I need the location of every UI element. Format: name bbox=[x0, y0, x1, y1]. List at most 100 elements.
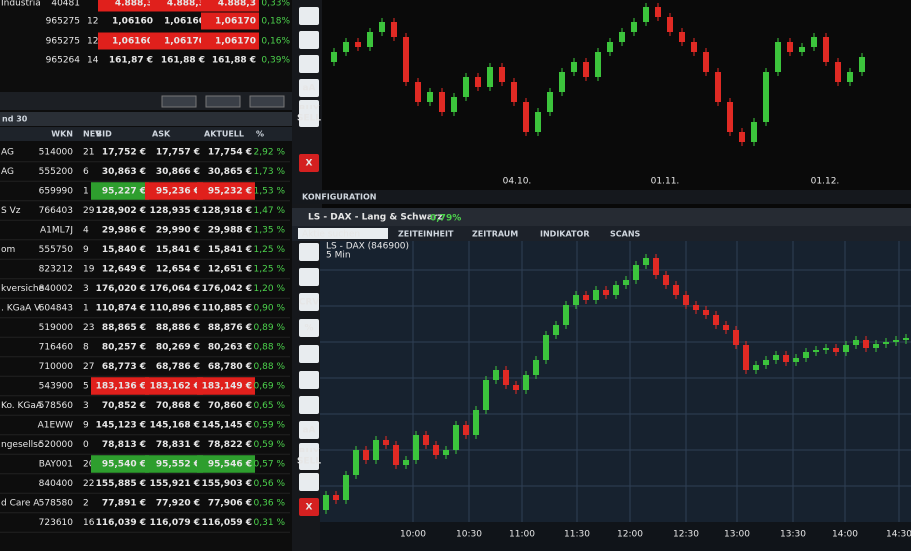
row-wkn: 840400 bbox=[39, 479, 74, 489]
column-header: BID bbox=[96, 130, 112, 139]
row-name: kversiche bbox=[1, 284, 45, 294]
tool-button[interactable] bbox=[299, 452, 319, 470]
row-count: 1 bbox=[83, 187, 89, 197]
tool-button[interactable] bbox=[299, 319, 319, 337]
search-box[interactable] bbox=[298, 228, 388, 239]
tool-button[interactable] bbox=[299, 421, 319, 439]
candle bbox=[463, 425, 469, 435]
price-cell: 70,868 € bbox=[156, 401, 200, 411]
candle bbox=[619, 32, 625, 42]
candle bbox=[487, 67, 493, 87]
price-cell: 176,042 € bbox=[202, 284, 252, 294]
candle bbox=[571, 62, 577, 72]
price-cell: 29,986 € bbox=[102, 226, 146, 236]
row-wkn: BAY001 bbox=[39, 460, 73, 470]
tool-button[interactable] bbox=[299, 243, 319, 261]
price-cell: 183,162 € bbox=[150, 382, 200, 392]
row-pct: 1,25 % bbox=[254, 265, 286, 275]
row-name: AG bbox=[1, 167, 14, 177]
row-wkn: 40481 bbox=[51, 0, 80, 9]
candle bbox=[483, 380, 489, 410]
price-cell: 128,918 € bbox=[202, 206, 252, 216]
menu-item[interactable]: INDIKATOR bbox=[540, 230, 589, 239]
close-button[interactable] bbox=[299, 154, 319, 172]
tool-button[interactable] bbox=[299, 109, 319, 127]
row-wkn: 965275 bbox=[46, 17, 80, 27]
candle bbox=[331, 52, 337, 62]
candle bbox=[533, 360, 539, 375]
price-cell: 116,059 € bbox=[202, 518, 252, 528]
candle bbox=[423, 435, 429, 445]
toolbar-button[interactable] bbox=[249, 95, 285, 108]
menu-item[interactable]: SCANS bbox=[610, 230, 641, 239]
candle bbox=[683, 295, 689, 305]
candle bbox=[773, 355, 779, 360]
price-cell: 80,263 € bbox=[208, 343, 252, 353]
cell-highlight bbox=[91, 455, 149, 473]
price-cell: 12,651 € bbox=[208, 265, 252, 275]
row-name: Ko. KGaA bbox=[1, 401, 43, 411]
tool-button[interactable] bbox=[299, 31, 319, 49]
cell-highlight bbox=[150, 32, 208, 50]
table-header bbox=[0, 127, 292, 141]
tab-label: nd 30 bbox=[2, 115, 28, 124]
price-cell: 88,886 € bbox=[156, 323, 200, 333]
row-count: 16 bbox=[83, 518, 95, 528]
candle bbox=[363, 450, 369, 460]
price-cell: 1,06160 bbox=[164, 17, 205, 27]
menu-item[interactable]: ZEITRAUM bbox=[472, 230, 518, 239]
candle bbox=[353, 450, 359, 475]
toolbar-button[interactable] bbox=[161, 95, 197, 108]
column-header: AKTUELL bbox=[204, 130, 244, 139]
tool-button[interactable] bbox=[299, 7, 319, 25]
chart-change: 0,79% bbox=[430, 214, 461, 224]
row-wkn: 543900 bbox=[39, 382, 74, 392]
menu-item[interactable]: ZEITEINHEIT bbox=[398, 230, 454, 239]
cell-highlight bbox=[197, 377, 255, 395]
price-cell: 78,822 € bbox=[208, 440, 252, 450]
row-wkn: 840002 bbox=[39, 284, 73, 294]
row-count: 21 bbox=[83, 148, 94, 158]
tool-button[interactable] bbox=[299, 345, 319, 363]
price-cell: 155,921 € bbox=[150, 479, 200, 489]
row-count: 12 bbox=[87, 17, 98, 27]
candle bbox=[803, 352, 809, 358]
price-cell: 176,020 € bbox=[96, 284, 146, 294]
row-wkn: 578560 bbox=[39, 401, 74, 411]
row-name: d Care A bbox=[1, 499, 40, 509]
candle bbox=[691, 42, 697, 52]
candle bbox=[523, 102, 529, 132]
close-button[interactable] bbox=[299, 498, 319, 516]
search-placeholder: Aktie suchen bbox=[302, 230, 360, 240]
candle bbox=[583, 295, 589, 300]
row-pct: 1,25 % bbox=[254, 245, 286, 255]
cell-highlight bbox=[98, 0, 156, 12]
tool-button[interactable] bbox=[299, 473, 319, 491]
candle bbox=[713, 315, 719, 325]
price-cell: 161,88 € bbox=[161, 56, 205, 66]
row-wkn: A1EWW bbox=[38, 421, 73, 431]
row-wkn: 716460 bbox=[39, 343, 74, 353]
candle bbox=[733, 330, 739, 345]
tool-button[interactable] bbox=[299, 55, 319, 73]
row-count: 27 bbox=[83, 362, 94, 372]
row-pct: 0,57 % bbox=[254, 460, 286, 470]
price-cell: 95,546 € bbox=[208, 460, 252, 470]
candle bbox=[833, 348, 839, 352]
candle bbox=[743, 345, 749, 370]
price-cell: 80,269 € bbox=[156, 343, 200, 353]
time-label: 13:30 bbox=[780, 530, 806, 540]
tool-button[interactable] bbox=[299, 293, 319, 311]
date-label: 01.12. bbox=[811, 177, 840, 187]
tool-button[interactable] bbox=[299, 371, 319, 389]
candle bbox=[403, 37, 409, 82]
price-cell: 30,865 € bbox=[208, 167, 252, 177]
chart-title: LS - DAX - Lang & Schwarz bbox=[308, 213, 443, 223]
tool-button[interactable] bbox=[299, 268, 319, 286]
price-cell: 4.888,3 bbox=[218, 0, 256, 9]
tool-button[interactable] bbox=[299, 396, 319, 414]
toolbar-button[interactable] bbox=[205, 95, 241, 108]
tool-button[interactable] bbox=[299, 79, 319, 97]
candle bbox=[511, 82, 517, 102]
